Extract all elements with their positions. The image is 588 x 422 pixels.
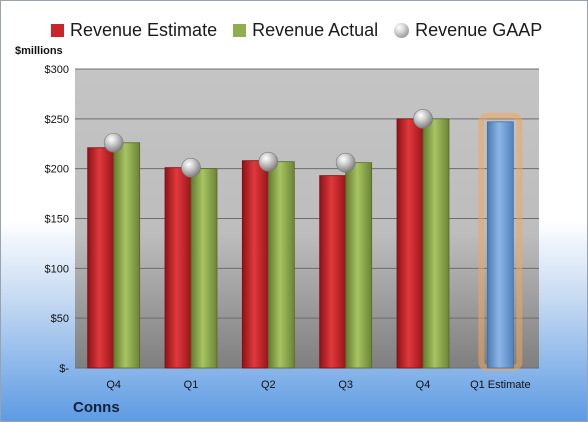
bar-estimate xyxy=(164,167,192,369)
gaap-markers xyxy=(103,109,433,178)
legend-item-actual: Revenue Actual xyxy=(233,20,378,41)
y-tick-label: $- xyxy=(59,363,69,375)
y-tick-label: $150 xyxy=(45,214,69,226)
y-axis-unit-label: $millions xyxy=(15,45,63,57)
bar-actual xyxy=(190,168,218,369)
y-tick-label: $250 xyxy=(45,114,69,126)
x-axis: Q4 Q1 Q2 Q3 Q4 Q1 Estimate xyxy=(106,379,530,391)
y-tick-label: $50 xyxy=(51,313,69,325)
gaap-marker xyxy=(335,152,356,173)
y-tick-label: $200 xyxy=(45,164,69,176)
x-tick-label: Q1 xyxy=(184,379,199,391)
legend-label-gaap: Revenue GAAP xyxy=(415,19,543,40)
y-tick-label: $100 xyxy=(45,263,69,275)
bar-estimate-forecast xyxy=(486,121,514,369)
legend-swatch-actual xyxy=(233,23,247,37)
y-axis: $- $50 $100 $150 $200 $250 $300 xyxy=(45,64,70,375)
gaap-marker xyxy=(413,109,433,129)
x-tick-label: Q1 Estimate xyxy=(470,379,531,391)
bars xyxy=(87,112,523,371)
legend-item-gaap: Revenue GAAP xyxy=(394,20,542,41)
legend-swatch-estimate xyxy=(51,23,64,37)
bar-estimate xyxy=(319,175,347,369)
legend: Revenue Estimate Revenue Actual Revenue … xyxy=(51,18,558,42)
x-tick-label: Q4 xyxy=(106,379,121,391)
legend-item-estimate: Revenue Estimate xyxy=(51,20,217,41)
legend-swatch-gaap xyxy=(394,22,410,38)
bar-actual xyxy=(345,162,373,369)
bar-actual xyxy=(267,161,295,369)
y-tick-label: $300 xyxy=(45,64,69,76)
company-name: Conns xyxy=(73,399,120,416)
bar-actual xyxy=(113,142,141,369)
gaap-marker xyxy=(258,151,279,172)
gaap-marker xyxy=(181,157,201,178)
bar-estimate xyxy=(87,147,115,369)
legend-label-actual: Revenue Actual xyxy=(252,19,379,40)
x-tick-label: Q4 xyxy=(416,379,431,391)
bar-actual xyxy=(422,118,450,369)
bar-estimate xyxy=(396,118,424,369)
gaap-marker xyxy=(103,132,124,153)
bar-estimate xyxy=(241,160,269,369)
gridlines xyxy=(75,68,539,369)
legend-label-estimate: Revenue Estimate xyxy=(70,19,218,40)
x-tick-label: Q3 xyxy=(338,379,353,391)
x-tick-label: Q2 xyxy=(261,379,276,391)
